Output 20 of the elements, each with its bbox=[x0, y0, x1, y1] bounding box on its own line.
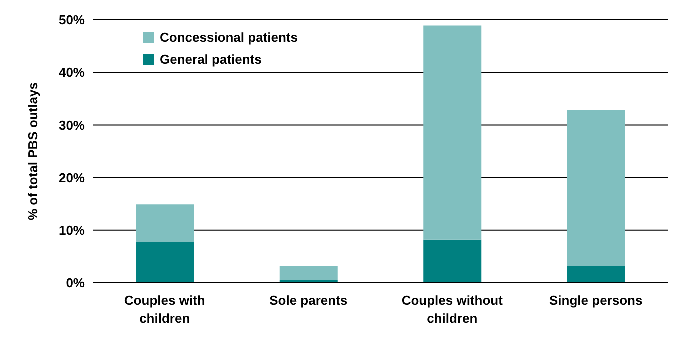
bar bbox=[424, 26, 482, 240]
bar bbox=[567, 266, 626, 283]
bar bbox=[424, 240, 482, 283]
bar bbox=[136, 242, 194, 283]
bar bbox=[567, 110, 626, 266]
bar bbox=[280, 266, 338, 280]
bar bbox=[136, 204, 194, 242]
legend-label: General patients bbox=[160, 52, 262, 66]
x-tick-label: Sole parents bbox=[270, 293, 348, 308]
y-axis-title: % of total PBS outlays bbox=[26, 82, 41, 220]
y-tick-label: 10% bbox=[58, 223, 86, 238]
y-tick-label: 0% bbox=[66, 276, 86, 291]
y-tick-label: 20% bbox=[58, 170, 86, 186]
x-tick-label: Single persons bbox=[550, 293, 643, 308]
y-tick-label: 40% bbox=[58, 65, 86, 80]
y-tick-label: 30% bbox=[58, 118, 86, 133]
legend-label: Concessional patients bbox=[160, 30, 298, 44]
y-tick-label: 50% bbox=[58, 12, 86, 28]
x-tick-label: Couples with children bbox=[124, 293, 206, 326]
x-tick-label: Couples without children bbox=[402, 293, 504, 326]
